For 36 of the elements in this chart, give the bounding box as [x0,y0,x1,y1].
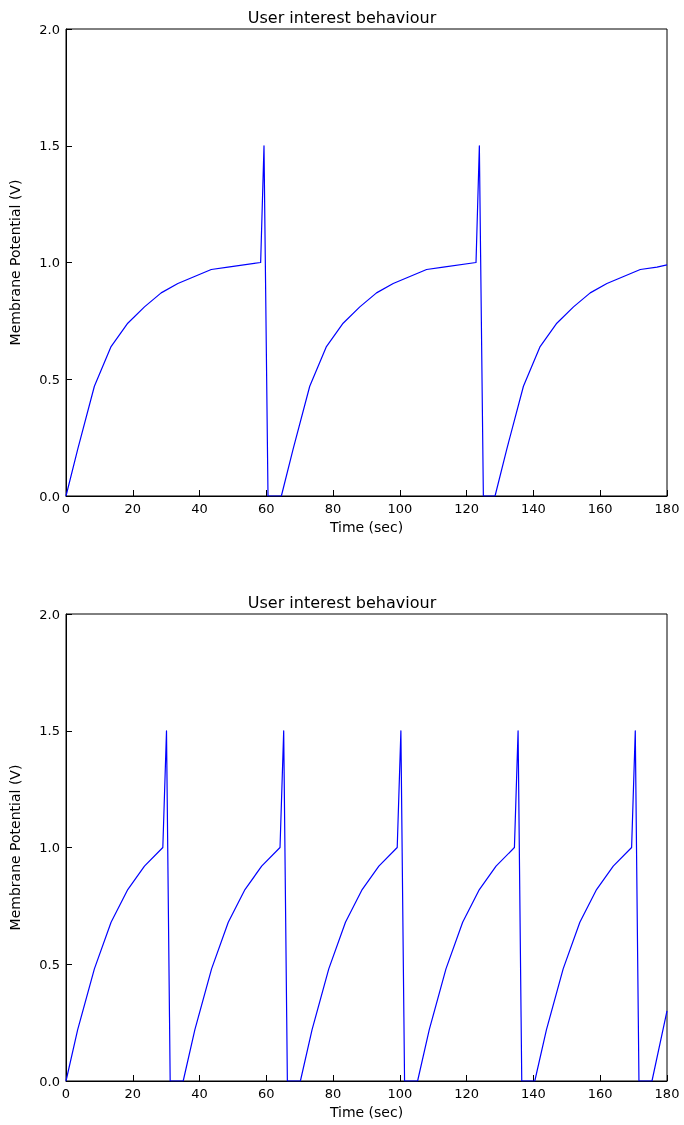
x-tick-label: 140 [521,1086,546,1101]
y-tick-label: 1.0 [39,255,60,270]
y-tick-label: 0.5 [39,371,60,387]
chart-title: User interest behaviour [247,7,437,27]
y-tick-label: 1.5 [39,138,60,154]
x-tick-label: 20 [124,1086,142,1101]
y-tick-label: 0.0 [39,488,60,504]
x-tick-label: 60 [258,501,275,516]
y-tick-label: 1.0 [39,840,60,855]
x-tick-label: 160 [587,501,613,516]
x-tick-label: 40 [191,1086,208,1101]
x-tick-label: 180 [654,501,680,516]
x-tick-label: 120 [454,501,480,516]
y-tick-label: 1.5 [39,723,60,739]
x-axis-title: Time (sec) [328,1103,404,1120]
x-axis-title: Time (sec) [328,518,404,535]
chart-title: User interest behaviour [247,592,437,612]
x-tick-label: 160 [587,1086,613,1101]
y-axis-title: Membrane Potential (V) [7,764,23,931]
x-tick-label: 140 [521,501,546,516]
x-tick-label: 20 [124,501,142,516]
y-tick-label: 2.0 [39,606,60,622]
x-tick-label: 120 [454,1086,480,1101]
x-tick-label: 80 [324,501,342,516]
y-axis-title: Membrane Potential (V) [7,179,23,346]
x-tick-label: 180 [654,1086,680,1101]
y-tick-label: 0.5 [39,956,60,972]
x-tick-label: 80 [324,1086,342,1101]
x-tick-label: 0 [61,1086,71,1101]
x-tick-label: 0 [61,501,71,516]
x-tick-label: 40 [191,501,208,516]
y-tick-label: 2.0 [39,21,60,37]
x-tick-label: 100 [387,501,413,516]
y-tick-label: 0.0 [39,1073,60,1089]
x-tick-label: 60 [258,1086,275,1101]
x-tick-label: 100 [387,1086,413,1101]
